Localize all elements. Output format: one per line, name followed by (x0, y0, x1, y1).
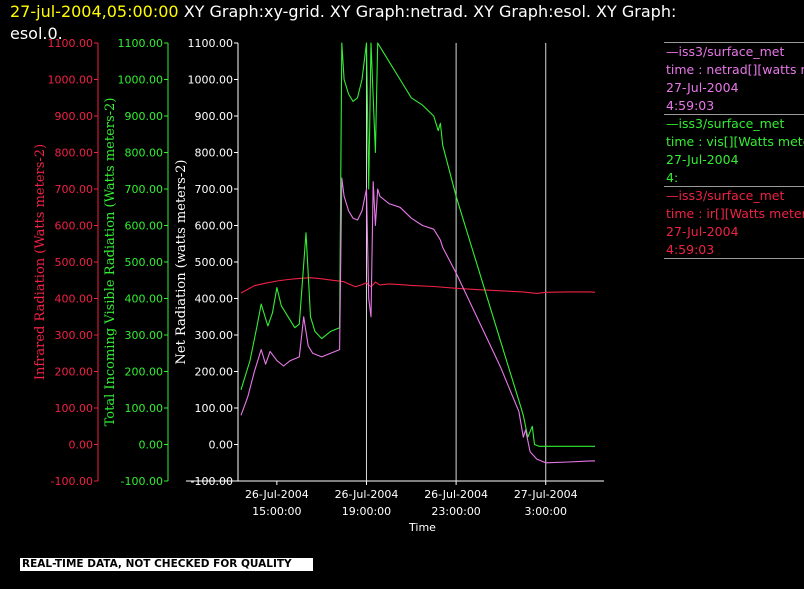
y-tick-label: 1100.00 (48, 37, 94, 50)
y-tick-label: 200.00 (55, 366, 94, 379)
legend-date: 27-Jul-2004 (666, 152, 739, 167)
y-axis-title: Net Radiation (watts meters-2) (174, 160, 189, 365)
y-tick-label: 100.00 (195, 402, 234, 415)
graph-list: XY Graph:xy-grid. XY Graph:netrad. XY Gr… (178, 2, 677, 21)
legend-separator (664, 42, 804, 43)
y-tick-label: 400.00 (125, 293, 164, 306)
y-tick-label: 900.00 (125, 110, 164, 123)
quality-notice: REAL-TIME DATA, NOT CHECKED FOR QUALITY (20, 558, 313, 571)
x-axis: 26-Jul-2004 15:00:00 26-Jul-2004 19:00:00 26… (245, 481, 578, 534)
y-tick-label: 400.00 (55, 293, 94, 306)
chart-title-line-2: esol.0. (10, 24, 63, 43)
y-tick-label: 800.00 (125, 147, 164, 160)
legend-separator (664, 114, 804, 115)
y-axis-title: Total Incoming Visible Radiation (Watts … (103, 98, 118, 427)
vertical-grid (365, 43, 547, 481)
y-tick-label: 700.00 (55, 183, 94, 196)
y-axis-1: 1100.00 1000.00 900.00 800.00 700.00 600.00 50… (33, 37, 99, 488)
legend-time: 4:59:03 (666, 98, 715, 113)
series-vis (240, 42, 595, 447)
legend-separator (664, 186, 804, 187)
legend-desc: time : vis[][Watts meters^-2] (666, 134, 804, 149)
chart-title-line-1: 27-jul-2004,05:00:00 XY Graph:xy-grid. X… (10, 2, 676, 21)
x-tick-time: 3:00:00 (525, 505, 567, 518)
y-tick-label: 700.00 (125, 183, 164, 196)
legend-source: —iss3/surface_met (666, 44, 785, 59)
legend-date: 27-Jul-2004 (666, 224, 739, 239)
y-tick-label: 200.00 (125, 366, 164, 379)
y-axis-2: 1100.00 1000.00 900.00 800.00 700.00 600.00 50… (103, 37, 169, 488)
legend-source: —iss3/surface_met (666, 188, 785, 203)
y-tick-label: 700.00 (195, 183, 234, 196)
series-netrad (240, 177, 595, 464)
y-tick-label: 1000.00 (48, 74, 94, 87)
x-axis-title: Time (408, 521, 436, 534)
y-tick-label: -100.00 (191, 475, 233, 488)
legend-time: 4:59:03 (666, 242, 715, 257)
y-tick-label: 1000.00 (118, 74, 164, 87)
legend-date: 27-Jul-2004 (666, 80, 739, 95)
y-tick-label: 0.00 (69, 439, 94, 452)
x-tick-date: 26-Jul-2004 (335, 488, 399, 501)
y-axes: 1100.00 1000.00 900.00 800.00 700.00 600.00 50… (33, 37, 239, 488)
y-tick-label: 600.00 (195, 220, 234, 233)
legend-desc: time : ir[][Watts meters^-2] (666, 206, 804, 221)
y-tick-label: 900.00 (55, 110, 94, 123)
legend-source: —iss3/surface_met (666, 116, 785, 131)
legend-separator (664, 258, 804, 259)
y-tick-label: 1100.00 (188, 37, 234, 50)
y-tick-label: 0.00 (139, 439, 164, 452)
x-tick-time: 19:00:00 (342, 505, 391, 518)
y-tick-label: 600.00 (125, 220, 164, 233)
y-tick-label: 1000.00 (188, 74, 234, 87)
x-tick-date: 26-Jul-2004 (245, 488, 309, 501)
legend-time: 4: (666, 170, 679, 185)
x-tick-date: 27-Jul-2004 (514, 488, 578, 501)
y-tick-label: 500.00 (195, 256, 234, 269)
y-tick-label: 500.00 (125, 256, 164, 269)
y-tick-label: 800.00 (55, 147, 94, 160)
series-ir (240, 277, 596, 294)
y-tick-label: 500.00 (55, 256, 94, 269)
y-tick-label: 100.00 (125, 402, 164, 415)
y-tick-label: 800.00 (195, 147, 234, 160)
y-axis-3: 1100.00 1000.00 900.00 800.00 700.00 600.00 50… (174, 37, 239, 488)
y-tick-label: 300.00 (195, 329, 234, 342)
legend-desc: time : netrad[][watts meters^-2] (666, 62, 804, 77)
y-tick-label: 400.00 (195, 293, 234, 306)
y-tick-label: -100.00 (121, 475, 163, 488)
y-tick-label: 300.00 (125, 329, 164, 342)
y-tick-label: 0.00 (209, 439, 234, 452)
timestamp: 27-jul-2004,05:00:00 (10, 2, 179, 21)
y-tick-label: 200.00 (195, 366, 234, 379)
y-tick-label: -100.00 (51, 475, 93, 488)
x-tick-date: 26-Jul-2004 (424, 488, 488, 501)
y-tick-label: 300.00 (55, 329, 94, 342)
y-tick-label: 600.00 (55, 220, 94, 233)
series-lines (240, 42, 596, 464)
x-tick-time: 23:00:00 (431, 505, 480, 518)
y-tick-label: 900.00 (195, 110, 234, 123)
y-axis-title: Infrared Radiation (Watts meters-2) (33, 144, 48, 380)
y-tick-label: 1100.00 (118, 37, 164, 50)
y-tick-label: 100.00 (55, 402, 94, 415)
x-tick-time: 15:00:00 (252, 505, 301, 518)
